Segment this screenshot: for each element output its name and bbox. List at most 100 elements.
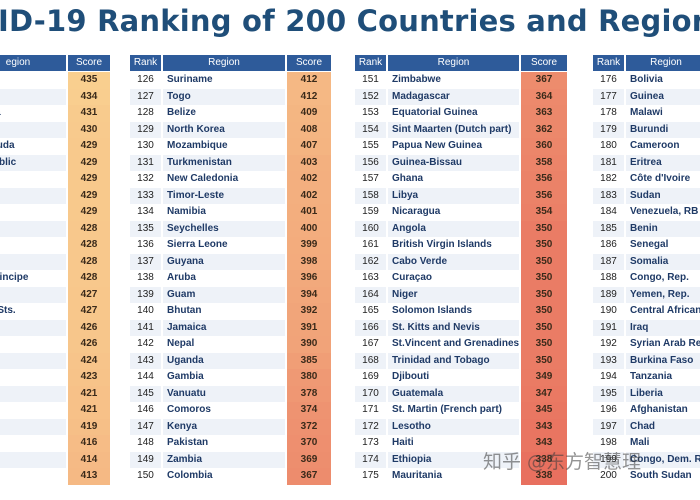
cell-score: 338 <box>521 468 567 485</box>
table-row: 421 <box>0 402 112 419</box>
cell-region <box>0 187 66 204</box>
table-row: 428 <box>0 253 112 270</box>
cell-region: Eritrea <box>626 154 700 171</box>
table-row: 199 Congo, Dem. R <box>593 451 700 468</box>
cell-region: Kenya <box>163 418 285 435</box>
table-row: donia431 <box>0 105 112 122</box>
table-row: 154 Sint Maarten (Dutch part) 362 <box>355 121 569 138</box>
cell-score: 350 <box>521 336 567 353</box>
cell-score: 401 <box>287 204 331 221</box>
cell-rank: 145 <box>130 385 161 402</box>
cell-score: 429 <box>68 154 110 171</box>
cell-rank: 175 <box>355 468 386 485</box>
cell-score: 428 <box>68 270 110 287</box>
table-row: 142 Nepal 390 <box>130 336 333 353</box>
cell-score: 350 <box>521 319 567 336</box>
table-row: 198 Mali <box>593 435 700 452</box>
cell-region: South Sudan <box>626 468 700 485</box>
cell-rank: 173 <box>355 435 386 452</box>
cell-score: 421 <box>68 402 110 419</box>
cell-score: 350 <box>521 352 567 369</box>
cell-rank: 194 <box>593 369 624 386</box>
header-score: Score <box>521 55 567 71</box>
cell-region: Sudan <box>626 187 700 204</box>
cell-region: Burundi <box>626 121 700 138</box>
cell-region: Somalia <box>626 253 700 270</box>
cell-rank: 197 <box>593 418 624 435</box>
table-row: nd Principe428 <box>0 270 112 287</box>
cell-region: Burkina Faso <box>626 352 700 369</box>
cell-rank: 191 <box>593 319 624 336</box>
cell-rank: 142 <box>130 336 161 353</box>
cell-region: Guyana <box>163 253 285 270</box>
table-row: 127 Togo 412 <box>130 88 333 105</box>
cell-region: Curaçao <box>388 270 519 287</box>
cell-region: St. Kitts and Nevis <box>388 319 519 336</box>
cell-rank: 172 <box>355 418 386 435</box>
cell-score: 398 <box>287 253 331 270</box>
table-row: 427 <box>0 286 112 303</box>
cell-score: 403 <box>287 154 331 171</box>
cell-rank: 141 <box>130 319 161 336</box>
cell-rank: 158 <box>355 187 386 204</box>
cell-region: Republic <box>0 154 66 171</box>
table-row: 129 North Korea 408 <box>130 121 333 138</box>
cell-score: 400 <box>287 220 331 237</box>
cell-score: 412 <box>287 72 331 89</box>
table-row: 194 Tanzania <box>593 369 700 386</box>
cell-rank: 180 <box>593 138 624 155</box>
table-row: 141 Jamaica 391 <box>130 319 333 336</box>
table-row: 435 <box>0 72 112 89</box>
cell-region: Cabo Verde <box>388 253 519 270</box>
cell-region: Colombia <box>163 468 285 485</box>
cell-score: 369 <box>287 451 331 468</box>
table-row: 162 Cabo Verde 350 <box>355 253 569 270</box>
cell-region: Suriname <box>163 72 285 89</box>
table-row: 179 Burundi <box>593 121 700 138</box>
cell-region <box>0 88 66 105</box>
cell-score: 364 <box>521 88 567 105</box>
cell-rank: 196 <box>593 402 624 419</box>
cell-region: Gambia <box>163 369 285 386</box>
cell-score: 349 <box>521 369 567 386</box>
cell-region: Congo, Dem. R <box>626 451 700 468</box>
table-row: 181 Eritrea <box>593 154 700 171</box>
cell-region: Guam <box>163 286 285 303</box>
table-row: 170 Guatemala 347 <box>355 385 569 402</box>
cell-rank: 131 <box>130 154 161 171</box>
cell-rank: 135 <box>130 220 161 237</box>
cell-region <box>0 220 66 237</box>
table-row: 190 Central African <box>593 303 700 320</box>
cell-rank: 195 <box>593 385 624 402</box>
cell-rank: 174 <box>355 451 386 468</box>
table-row: 195 Liberia <box>593 385 700 402</box>
cell-score: 391 <box>287 319 331 336</box>
header-rank: Rank <box>355 55 386 71</box>
cell-rank: 161 <box>355 237 386 254</box>
cell-score: 408 <box>287 121 331 138</box>
table-row: 419 <box>0 418 112 435</box>
table-row: 146 Comoros 374 <box>130 402 333 419</box>
table-row: 156 Guinea-Bissau 358 <box>355 154 569 171</box>
table-row: Republic429 <box>0 154 112 171</box>
cell-score: 426 <box>68 336 110 353</box>
cell-rank: 178 <box>593 105 624 122</box>
page-title: ID-19 Ranking of 200 Countries and Regio… <box>0 4 700 38</box>
cell-region: Sint Maarten (Dutch part) <box>388 121 519 138</box>
cell-rank: 179 <box>593 121 624 138</box>
cell-rank: 146 <box>130 402 161 419</box>
table-row: 143 Uganda 385 <box>130 352 333 369</box>
cell-rank: 163 <box>355 270 386 287</box>
cell-score: 358 <box>521 154 567 171</box>
cell-score: 350 <box>521 303 567 320</box>
cell-region: Yemen, Rep. <box>626 286 700 303</box>
cell-rank: 136 <box>130 237 161 254</box>
table-row: 161 British Virgin Islands 350 <box>355 237 569 254</box>
cell-rank: 126 <box>130 72 161 89</box>
cell-rank: 129 <box>130 121 161 138</box>
cell-region: Congo, Rep. <box>626 270 700 287</box>
cell-region: Jamaica <box>163 319 285 336</box>
header-region: egion <box>0 55 66 71</box>
cell-score: 430 <box>68 121 110 138</box>
cell-score: 419 <box>68 418 110 435</box>
